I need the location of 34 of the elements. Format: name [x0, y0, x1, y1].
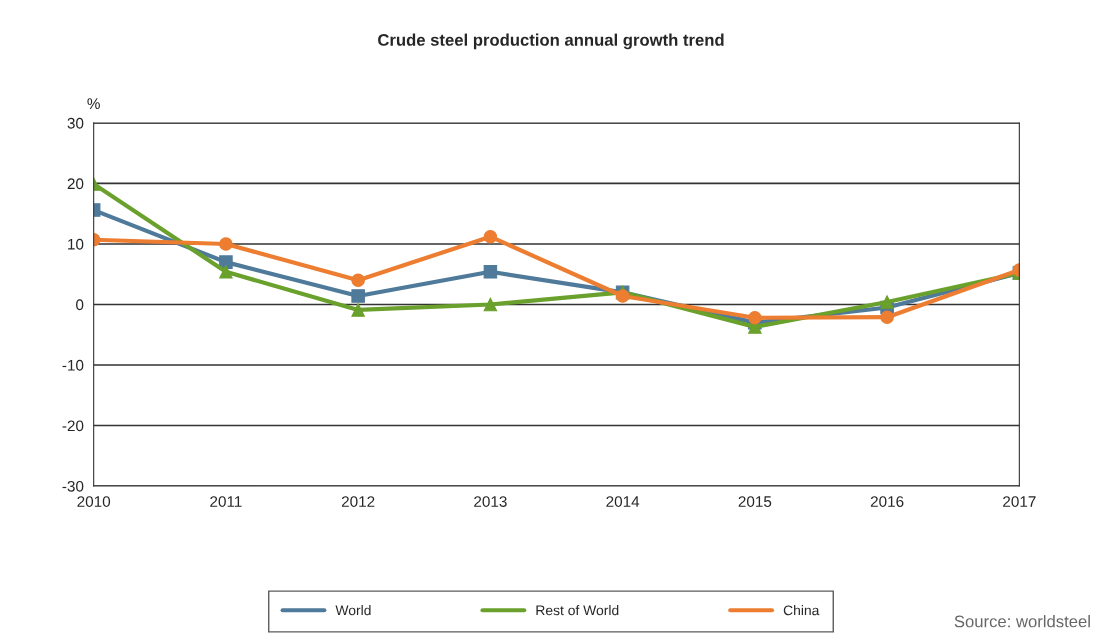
point [351, 273, 365, 288]
chart-title: Crude steel production annual growth trend [378, 33, 724, 50]
x-tick-label: 2017 [1003, 496, 1036, 507]
y-axis-title: % [87, 98, 100, 109]
point [219, 255, 233, 269]
x-tick-label: 2015 [738, 496, 772, 507]
y-tick-label: -20 [62, 420, 84, 432]
point [880, 295, 894, 309]
y-tick-label: 30 [67, 117, 84, 129]
y-tick-label: -10 [62, 359, 84, 371]
point [615, 289, 630, 303]
point [748, 311, 762, 325]
point [483, 229, 498, 244]
legend-label: World [335, 605, 371, 616]
point [351, 289, 365, 303]
x-tick-label: 2012 [341, 496, 375, 507]
y-tick-label: -30 [62, 480, 84, 492]
x-tick-label: 2014 [606, 496, 640, 507]
point [219, 265, 233, 279]
source-note: Source: worldsteel [954, 615, 1090, 628]
point [219, 237, 233, 251]
x-tick-label: 2010 [77, 496, 111, 507]
legend-label: China [783, 605, 820, 616]
point [483, 297, 498, 312]
point [351, 303, 365, 317]
legend-label: Rest of World [536, 605, 619, 616]
y-tick-label: 0 [76, 299, 84, 311]
y-tick-label: 10 [68, 238, 84, 250]
point [880, 310, 894, 324]
y-tick-label: 20 [67, 178, 84, 190]
x-tick-label: 2013 [474, 496, 507, 507]
x-tick-label: 2016 [870, 496, 904, 507]
x-tick-label: 2011 [210, 496, 242, 507]
point [483, 265, 498, 279]
